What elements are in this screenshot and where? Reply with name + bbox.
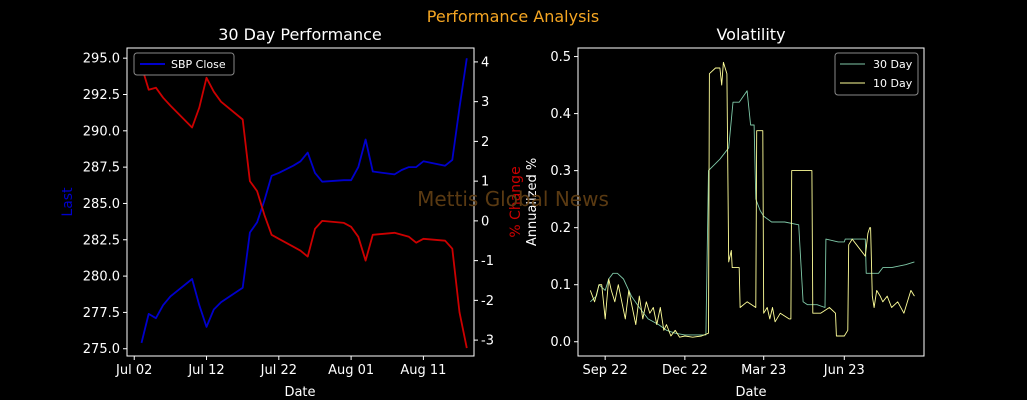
volatility-chart-xtick-label: Sep 22	[583, 363, 628, 378]
performance-chart-ytick-tick-label: 285.0	[83, 197, 120, 212]
performance-chart-xtick-label: Aug 01	[328, 363, 374, 378]
performance-chart-y2tick-tick-label: 4	[481, 55, 489, 70]
performance-chart: 30 Day Performance Jul 02 Jul 12 Jul 22 Aug…	[60, 25, 524, 400]
performance-chart-xtick-label: Jul 02	[115, 363, 152, 378]
volatility-chart-ytick-tick-label: 0.3	[550, 164, 571, 179]
volatility-10-day-line	[589, 61, 915, 338]
legend-label-30-day: 30 Day	[873, 58, 913, 71]
performance-chart-y2tick-tick-label: 2	[481, 135, 489, 150]
performance-chart-ytick-tick-label: 292.5	[83, 88, 120, 103]
volatility-chart-ytick-tick-label: 0.0	[550, 335, 571, 350]
performance-chart-ytick-tick-label: 277.5	[83, 306, 120, 321]
performance-chart-y2tick-tick-label: -1	[481, 254, 494, 269]
volatility-chart-title: Volatility	[716, 25, 785, 44]
performance-chart-y2label: % Change	[508, 166, 524, 237]
performance-chart-ytick-tick-label: 282.5	[83, 233, 120, 248]
volatility-chart-legend: 30 Day 10 Day	[834, 52, 919, 96]
volatility-chart-ytick-tick-label: 0.1	[550, 278, 571, 293]
volatility-chart: Volatility Sep 22 Dec 22 Mar 23 Jun 23 0.0 0…	[525, 25, 925, 400]
performance-chart-xtick-label: Aug 11	[400, 363, 446, 378]
watermark: Mettis Global News	[417, 187, 609, 211]
sbp-close-line	[140, 58, 468, 344]
performance-chart-ytick-tick-label: 287.5	[83, 161, 120, 176]
volatility-chart-ylabel: Annualized %	[525, 158, 540, 246]
volatility-chart-axes-frame	[577, 47, 925, 357]
performance-chart-ytick-tick-label: 295.0	[83, 52, 120, 67]
performance-chart-title: 30 Day Performance	[218, 25, 382, 44]
performance-chart-y2tick-tick-label: 3	[481, 95, 489, 110]
performance-chart-axes-frame	[126, 47, 475, 357]
performance-chart-xtick-label: Jul 12	[187, 363, 224, 378]
performance-chart-y2tick-tick-label: 1	[481, 175, 489, 190]
volatility-chart-xtick-label: Dec 22	[662, 363, 708, 378]
figure-suptitle: Performance Analysis	[427, 7, 599, 26]
performance-chart-ytick-tick-label: 290.0	[83, 124, 120, 139]
performance-chart-y2tick-tick-label: -2	[481, 294, 494, 309]
volatility-chart-ytick-tick-label: 0.5	[550, 50, 571, 65]
volatility-chart-xlabel: Date	[735, 385, 766, 400]
performance-chart-ylabel: Last	[60, 187, 76, 217]
performance-chart-ytick-tick-label: 280.0	[83, 270, 120, 285]
performance-chart-y2tick-tick-label: 0	[481, 214, 489, 229]
legend-box	[133, 52, 235, 76]
volatility-chart-xtick-label: Jun 23	[823, 363, 865, 378]
performance-chart-y2tick-tick-label: -3	[481, 334, 494, 349]
legend-label-10-day: 10 Day	[873, 77, 913, 90]
volatility-chart-ytick-tick-label: 0.4	[550, 107, 571, 122]
performance-chart-ytick-tick-label: 275.0	[83, 342, 120, 357]
volatility-chart-ytick-tick-label: 0.2	[550, 221, 571, 236]
legend-label-sbp-close: SBP Close	[171, 58, 226, 71]
performance-chart-xlabel: Date	[284, 385, 315, 400]
pct-change-line	[140, 65, 468, 349]
performance-chart-xtick-label: Jul 22	[260, 363, 297, 378]
performance-chart-legend: SBP Close	[133, 52, 235, 76]
volatility-chart-xtick-label: Mar 23	[741, 363, 786, 378]
